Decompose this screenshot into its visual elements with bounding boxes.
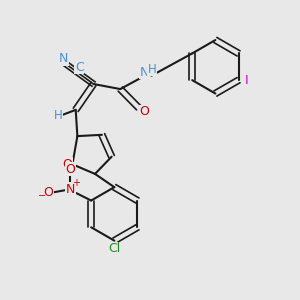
Text: C: C [75, 61, 84, 74]
Text: O: O [65, 163, 75, 176]
Text: O: O [62, 158, 72, 171]
Text: N: N [140, 66, 149, 79]
Text: N: N [59, 52, 68, 65]
Text: H: H [148, 63, 157, 76]
Text: −: − [38, 191, 46, 201]
Text: I: I [245, 74, 249, 87]
Text: O: O [139, 106, 149, 118]
Text: N: N [66, 183, 75, 196]
Text: +: + [72, 178, 80, 188]
Text: H: H [53, 109, 62, 122]
Text: Cl: Cl [108, 242, 121, 256]
Text: O: O [44, 186, 54, 199]
